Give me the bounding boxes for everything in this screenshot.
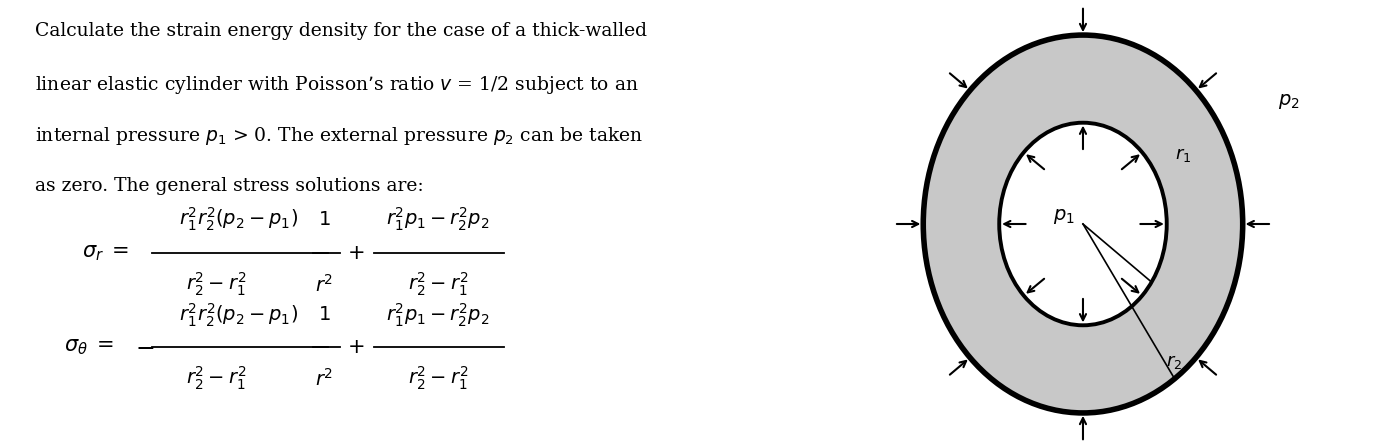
Text: $r_1^2r_2^2(p_2 - p_1)$: $r_1^2r_2^2(p_2 - p_1)$ — [179, 301, 298, 329]
Text: $\sigma_\theta\; =$: $\sigma_\theta\; =$ — [64, 337, 113, 357]
Text: $+$: $+$ — [347, 244, 364, 263]
Text: internal pressure $p_1$ > 0. The external pressure $p_2$ can be taken: internal pressure $p_1$ > 0. The externa… — [35, 125, 644, 147]
Text: $r^2$: $r^2$ — [316, 274, 334, 295]
Text: $r_2^2 - r_1^2$: $r_2^2 - r_1^2$ — [187, 365, 246, 392]
Ellipse shape — [923, 35, 1243, 413]
Text: $r_1^2r_2^2(p_2 - p_1)$: $r_1^2r_2^2(p_2 - p_1)$ — [179, 206, 298, 233]
Text: Calculate the strain energy density for the case of a thick-walled: Calculate the strain energy density for … — [35, 22, 648, 40]
Text: as zero. The general stress solutions are:: as zero. The general stress solutions ar… — [35, 177, 424, 195]
Text: $r_1$: $r_1$ — [1175, 146, 1190, 164]
Text: $p_2$: $p_2$ — [1277, 92, 1300, 111]
Text: $\sigma_r\; =$: $\sigma_r\; =$ — [82, 243, 129, 263]
Text: $r_2^2 - r_1^2$: $r_2^2 - r_1^2$ — [408, 271, 468, 298]
Text: $r_1^2p_1 - r_2^2p_2$: $r_1^2p_1 - r_2^2p_2$ — [386, 206, 490, 233]
Text: $r_2$: $r_2$ — [1167, 353, 1182, 371]
Text: $r_2^2 - r_1^2$: $r_2^2 - r_1^2$ — [187, 271, 246, 298]
Text: $r_1^2p_1 - r_2^2p_2$: $r_1^2p_1 - r_2^2p_2$ — [386, 301, 490, 329]
Text: $1$: $1$ — [318, 306, 331, 324]
Ellipse shape — [999, 123, 1167, 325]
Text: linear elastic cylinder with Poisson’s ratio $v$ = 1/2 subject to an: linear elastic cylinder with Poisson’s r… — [35, 74, 639, 96]
Text: $r^2$: $r^2$ — [316, 368, 334, 389]
Text: $r_2^2 - r_1^2$: $r_2^2 - r_1^2$ — [408, 365, 468, 392]
Text: $+$: $+$ — [347, 338, 364, 357]
Text: $1$: $1$ — [318, 211, 331, 228]
Text: $p_1$: $p_1$ — [1053, 207, 1074, 226]
Text: $-$: $-$ — [136, 336, 154, 359]
